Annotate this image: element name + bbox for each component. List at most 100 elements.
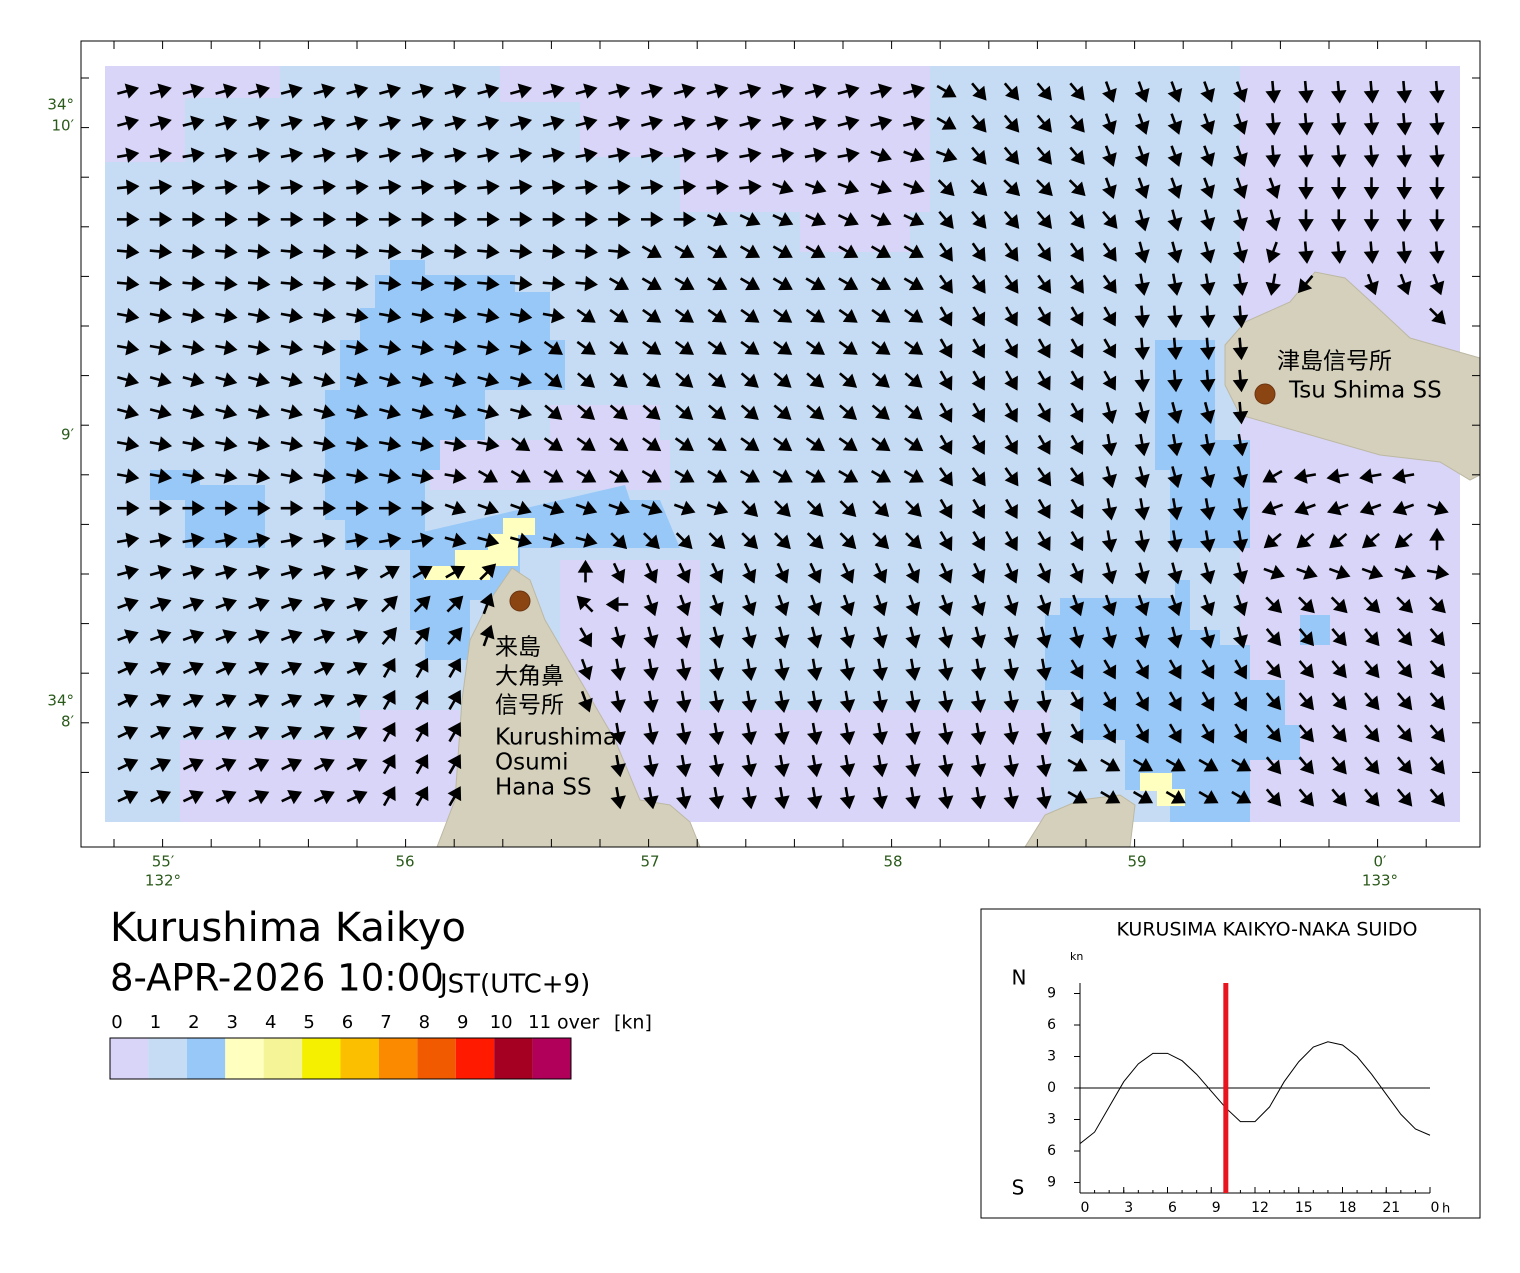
current-arrow <box>150 661 172 676</box>
current-arrow <box>1003 114 1020 133</box>
current-arrow <box>1394 532 1413 549</box>
current-arrow <box>1364 273 1379 296</box>
current-arrow <box>1102 723 1117 744</box>
current-arrow <box>116 243 140 260</box>
current-arrow <box>542 179 566 196</box>
current-arrow <box>149 500 173 516</box>
current-arrow <box>1200 273 1216 296</box>
current-arrow <box>873 562 888 584</box>
current-arrow <box>870 147 892 163</box>
current-arrow <box>1298 113 1314 136</box>
current-arrow <box>773 404 792 420</box>
current-arrow <box>1232 466 1248 489</box>
current-arrow <box>182 275 205 292</box>
current-arrow <box>215 757 237 773</box>
land <box>436 271 1481 848</box>
current-arrow <box>117 404 140 420</box>
current-arrow <box>149 597 172 612</box>
current-arrow <box>1134 594 1150 617</box>
current-arrow <box>1298 596 1315 614</box>
current-arrow <box>904 404 923 420</box>
current-arrow <box>1429 80 1445 104</box>
current-arrow <box>149 211 173 228</box>
current-arrow <box>576 308 596 323</box>
current-arrow <box>643 754 659 778</box>
current-arrow <box>1101 498 1118 521</box>
current-arrow <box>1036 690 1052 714</box>
current-arrow <box>248 629 270 644</box>
current-arrow <box>542 243 566 260</box>
current-arrow <box>414 657 429 678</box>
current-arrow <box>182 404 205 420</box>
current-arrow <box>414 721 429 743</box>
current-arrow <box>577 404 596 420</box>
current-arrow <box>313 757 335 773</box>
current-arrow <box>806 786 823 810</box>
current-arrow <box>839 500 857 518</box>
station-label: 大角鼻 <box>495 664 564 690</box>
current-arrow <box>609 308 629 323</box>
current-arrow <box>938 530 953 552</box>
current-arrow <box>1298 177 1314 200</box>
current-arrow <box>248 404 271 420</box>
current-arrow <box>117 757 139 773</box>
current-arrow <box>673 147 697 163</box>
current-arrow <box>1396 145 1413 168</box>
current-arrow <box>806 532 824 550</box>
current-arrow <box>379 565 400 580</box>
current-arrow <box>281 661 303 676</box>
current-arrow <box>839 786 856 810</box>
current-arrow <box>215 147 238 163</box>
current-arrow <box>708 626 724 649</box>
lon-label: 132° <box>145 872 181 890</box>
current-arrow <box>1168 723 1182 744</box>
current-arrow <box>182 307 205 324</box>
current-arrow <box>1102 145 1117 167</box>
current-arrow <box>444 211 467 228</box>
current-arrow <box>970 722 987 746</box>
current-arrow <box>971 210 987 229</box>
lon-label: 0′ <box>1374 853 1388 871</box>
current-arrow <box>280 436 304 452</box>
current-arrow <box>149 115 172 131</box>
current-arrow <box>1326 468 1349 484</box>
current-arrow <box>116 275 140 292</box>
legend-label: 7 <box>380 1012 391 1033</box>
current-arrow <box>411 115 434 131</box>
current-arrow <box>1429 241 1445 264</box>
current-arrow <box>1101 562 1117 585</box>
current-arrow <box>117 597 139 612</box>
lon-label: 133° <box>1362 872 1398 890</box>
current-arrow <box>970 786 987 810</box>
current-arrow <box>1200 626 1216 649</box>
legend-swatch <box>455 1038 495 1079</box>
current-arrow <box>1037 370 1051 391</box>
current-arrow <box>936 84 957 98</box>
current-arrow <box>741 594 757 617</box>
station-marker <box>1254 383 1276 405</box>
tide-y-tick-label: 3 <box>1047 1049 1056 1065</box>
current-arrow <box>872 722 888 746</box>
current-arrow <box>1134 337 1151 361</box>
current-arrow <box>1429 145 1445 168</box>
current-arrow <box>1101 401 1117 424</box>
current-arrow <box>248 597 270 612</box>
current-arrow <box>1265 756 1282 775</box>
current-arrow <box>971 402 986 423</box>
current-arrow <box>905 658 921 681</box>
current-arrow <box>1069 594 1084 617</box>
current-arrow <box>905 722 921 746</box>
current-arrow <box>182 597 205 612</box>
current-arrow <box>971 530 986 552</box>
current-arrow <box>839 690 856 714</box>
current-arrow <box>117 372 140 388</box>
current-arrow <box>773 437 793 452</box>
current-arrow <box>1265 692 1282 711</box>
current-arrow <box>1363 145 1380 168</box>
current-arrow <box>149 83 172 99</box>
current-arrow <box>675 722 692 746</box>
current-arrow <box>346 211 369 228</box>
current-arrow <box>346 500 369 516</box>
current-arrow <box>1265 113 1282 136</box>
current-arrow <box>248 790 270 805</box>
